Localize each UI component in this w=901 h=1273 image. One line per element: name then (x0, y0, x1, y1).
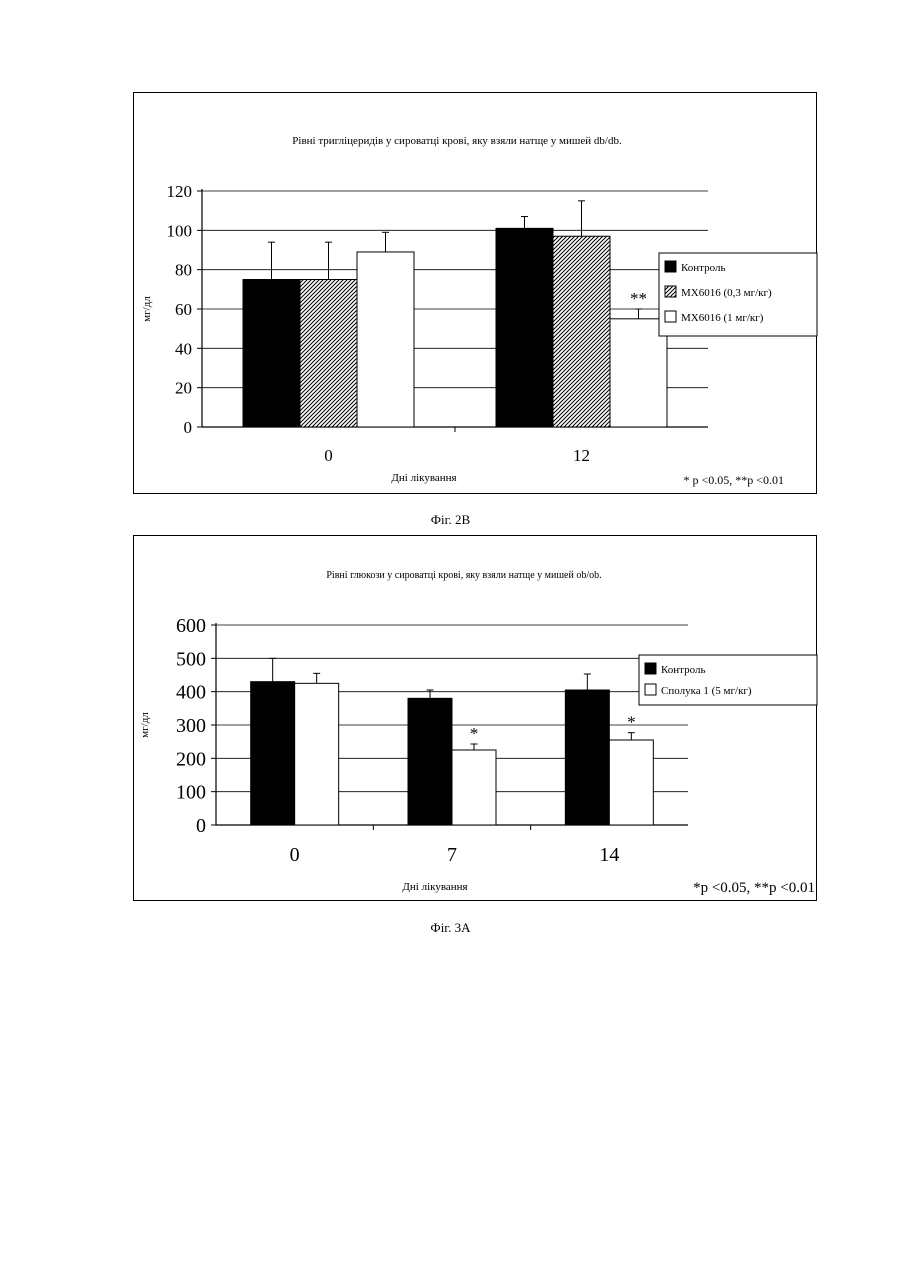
y-tick-label: 400 (176, 682, 206, 704)
legend-swatch (665, 286, 676, 297)
y-tick-label: 0 (196, 815, 206, 837)
y-tick-label: 40 (175, 339, 192, 358)
y-tick-label: 0 (184, 418, 193, 437)
legend-swatch (645, 684, 656, 695)
y-tick-label: 20 (175, 379, 192, 398)
significance-marker: * (627, 713, 636, 732)
y-tick-label: 500 (176, 648, 206, 670)
chart-triglycerides: Рівні тригліцеридів у сироватці крові, я… (133, 92, 817, 494)
legend-label: Сполука 1 (5 мг/кг) (661, 685, 752, 697)
legend-label: Контроль (661, 664, 705, 676)
bar (408, 698, 452, 825)
bar (357, 252, 414, 427)
y-tick-label: 80 (175, 261, 192, 280)
chart-triglycerides-svg: Рівні тригліцеридів у сироватці крові, я… (134, 93, 818, 495)
x-axis-label: Дні лікування (402, 881, 467, 893)
x-tick-label: 0 (290, 844, 300, 866)
legend-label: MX6016 (1 мг/кг) (681, 312, 764, 324)
bar (610, 319, 667, 427)
legend-label: Контроль (681, 262, 725, 274)
y-tick-label: 120 (167, 182, 193, 201)
figure-caption-3a: Фіг. 3A (0, 920, 901, 936)
x-tick-label: 12 (573, 446, 590, 465)
chart-title: Рівні глюкози у сироватці крові, яку взя… (326, 570, 601, 581)
bar (496, 228, 553, 427)
y-tick-label: 60 (175, 300, 192, 319)
y-tick-label: 600 (176, 615, 206, 637)
footnote: * p <0.05, **p <0.01 (683, 473, 784, 487)
legend-swatch (645, 663, 656, 674)
x-tick-label: 0 (324, 446, 333, 465)
x-axis-label: Дні лікування (391, 472, 456, 484)
legend-label: MX6016 (0,3 мг/кг) (681, 287, 772, 299)
bar (452, 750, 496, 825)
footnote: *p <0.05, **p <0.01 (693, 880, 815, 896)
legend-swatch (665, 311, 676, 322)
figure-caption-2b: Фіг. 2B (0, 512, 901, 528)
bar (609, 740, 653, 825)
bar (553, 236, 610, 427)
y-axis-label: мг/дл (141, 296, 153, 322)
y-tick-label: 100 (167, 221, 193, 240)
chart-title: Рівні тригліцеридів у сироватці крові, я… (292, 135, 622, 147)
x-tick-label: 7 (447, 844, 457, 866)
significance-marker: ** (630, 289, 647, 308)
chart-glucose: Рівні глюкози у сироватці крові, яку взя… (133, 535, 817, 901)
y-tick-label: 300 (176, 715, 206, 737)
legend-swatch (665, 261, 676, 272)
y-tick-label: 200 (176, 748, 206, 770)
chart-glucose-svg: Рівні глюкози у сироватці крові, яку взя… (134, 536, 818, 902)
legend-box (639, 655, 817, 705)
y-axis-label: мг/дл (139, 712, 151, 738)
y-tick-label: 100 (176, 782, 206, 804)
bar (295, 683, 339, 825)
bar (243, 280, 300, 428)
bar (565, 690, 609, 825)
bar (300, 280, 357, 428)
bar (251, 682, 295, 825)
significance-marker: * (470, 724, 479, 743)
x-tick-label: 14 (599, 844, 619, 866)
